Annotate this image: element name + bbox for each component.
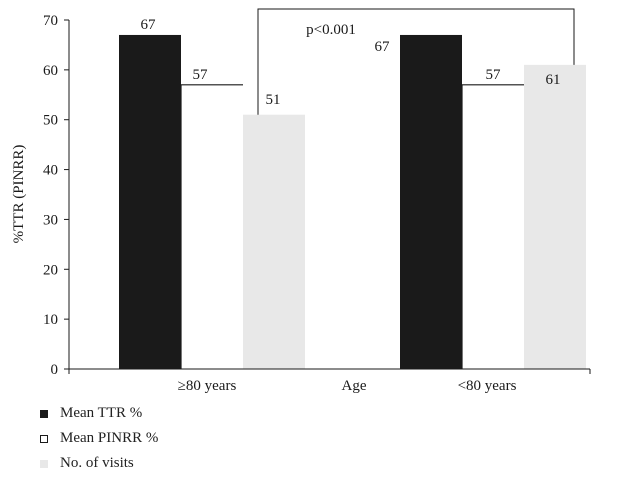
y-tick-label: 10	[43, 312, 58, 328]
y-tick-label: 20	[43, 262, 58, 278]
x-tick-label: ≥80 years	[178, 378, 237, 394]
y-tick-label: 60	[43, 63, 58, 79]
legend-label: No. of visits	[60, 455, 134, 471]
legend: Mean TTR % Mean PINRR % No. of visits	[40, 401, 158, 476]
x-tick-label: <80 years	[458, 378, 517, 394]
legend-item-visits: No. of visits	[40, 451, 158, 476]
bar-visits-0	[243, 114, 305, 369]
legend-label: Mean TTR %	[60, 405, 143, 421]
axes-layer	[64, 8, 591, 374]
x-axis-label: Age	[342, 378, 367, 394]
y-tick-label: 0	[51, 362, 59, 378]
legend-label: Mean PINRR %	[60, 430, 159, 446]
data-label-visits-1: 61	[546, 72, 561, 88]
legend-item-mean-pinrr: Mean PINRR %	[40, 426, 158, 451]
data-label-mean-pinrr-0: 57	[193, 67, 209, 83]
data-label-mean-ttr-1: 67	[375, 39, 391, 55]
bar-mean-pinrr-1	[461, 84, 524, 369]
data-label-visits-0: 51	[266, 92, 281, 108]
y-tick-label: 40	[43, 163, 58, 179]
bar-mean-ttr-1	[400, 34, 462, 369]
y-axis-label: %TTR (PINRR)	[11, 145, 27, 244]
y-tick-label: 70	[43, 13, 58, 29]
legend-swatch-mean-ttr	[40, 409, 48, 418]
significance-bracket	[257, 8, 575, 115]
y-tick-label: 50	[43, 113, 58, 129]
bars-layer	[119, 34, 586, 369]
data-label-mean-ttr-0: 67	[141, 17, 157, 33]
bar-mean-pinrr-0	[180, 84, 243, 369]
y-tick-label: 30	[43, 212, 58, 228]
bar-chart: 67 57 51 67 57 61 p<0.001 0 10 20 30 40 50 60 70 ≥80 ye…	[11, 8, 591, 394]
bar-visits-1	[524, 64, 586, 369]
legend-swatch-visits	[40, 459, 48, 468]
bar-mean-ttr-0	[119, 34, 181, 369]
labels-layer: 67 57 51 67 57 61 p<0.001 0 10 20 30 40 50 60 70 ≥80 ye…	[11, 13, 561, 394]
data-label-mean-pinrr-1: 57	[486, 67, 502, 83]
legend-swatch-mean-pinrr	[40, 434, 48, 443]
legend-item-mean-ttr: Mean TTR %	[40, 401, 158, 426]
significance-label: p<0.001	[306, 22, 356, 38]
